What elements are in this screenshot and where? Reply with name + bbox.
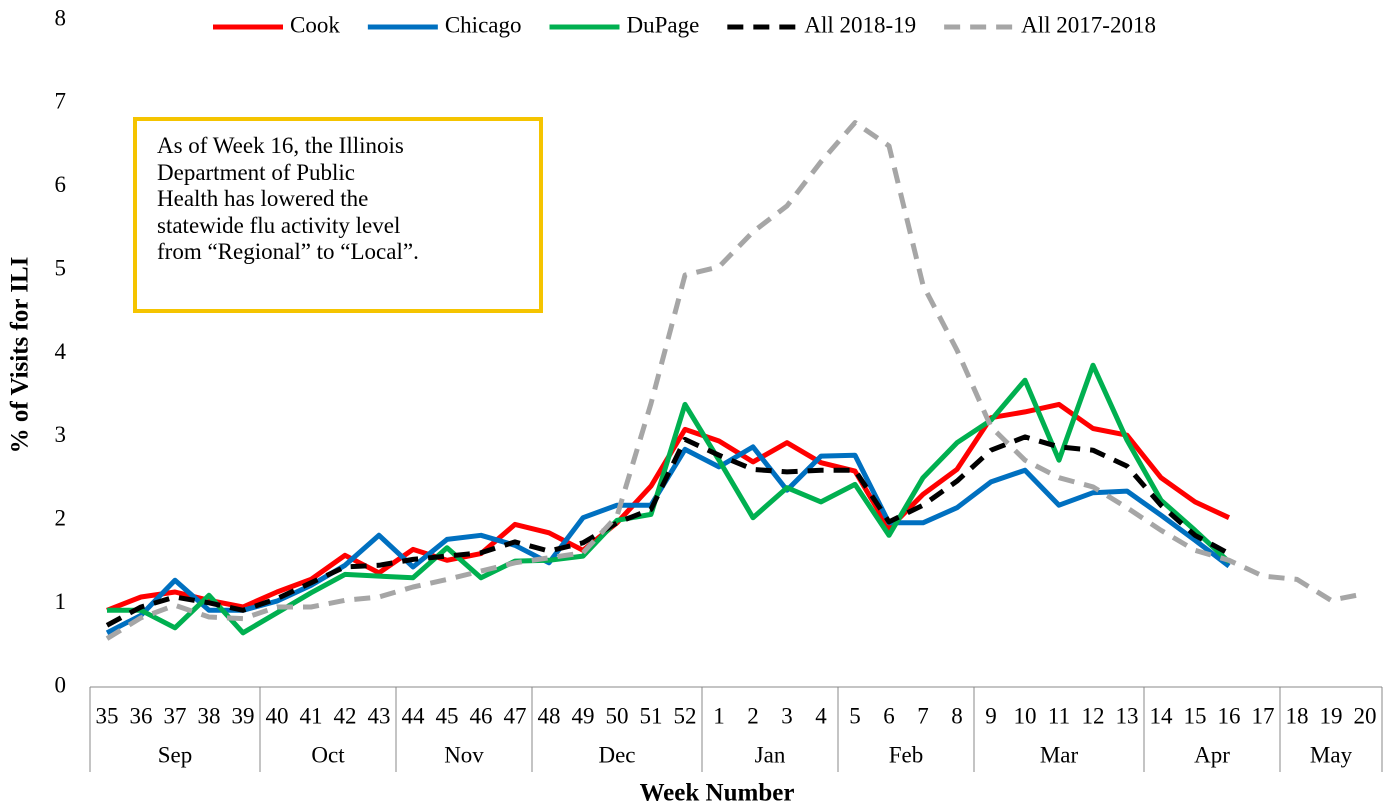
legend-label: DuPage [627,12,700,37]
x-tick-label: 44 [402,703,426,728]
series-line [105,120,1366,641]
month-label: Sep [158,742,193,767]
x-tick-label: 12 [1082,703,1105,728]
legend-label: All 2017-2018 [1021,12,1156,37]
x-tick-label: 18 [1286,703,1309,728]
y-tick-label: 0 [55,672,67,697]
x-tick-label: 7 [917,703,929,728]
x-tick-label: 40 [266,703,289,728]
x-tick-label: 48 [538,703,561,728]
annotation-line: statewide flu activity level [157,212,401,238]
y-axis-title: % of Visits for ILI [7,257,34,454]
series-line [106,401,1231,613]
x-tick-label: 20 [1354,703,1377,728]
x-tick-label: 11 [1048,703,1070,728]
x-tick-label: 38 [198,703,221,728]
x-tick-label: 36 [130,703,153,728]
x-tick-label: 2 [747,703,759,728]
month-label: Mar [1040,742,1079,767]
month-label: Dec [598,742,635,767]
annotation-line: As of Week 16, the Illinois [157,133,404,158]
month-label: Nov [444,742,484,767]
x-tick-label: 5 [849,703,861,728]
x-tick-label: 15 [1184,703,1207,728]
x-tick-label: 45 [436,703,459,728]
x-tick-label: 3 [781,703,793,728]
x-tick-label: 37 [164,703,187,728]
month-label: Feb [889,742,924,767]
x-tick-label: 41 [300,703,323,728]
series-line [105,434,1231,628]
x-tick-label: 4 [815,703,827,728]
series-line [107,362,1231,636]
x-tick-label: 47 [504,703,527,728]
x-tick-label: 1 [713,703,725,728]
x-tick-label: 8 [951,703,963,728]
y-tick-label: 3 [55,422,67,447]
annotation-line: Department of Public [157,159,356,185]
annotation-box: As of Week 16, the Illinois Department of… [133,117,543,313]
x-tick-label: 46 [470,703,493,728]
x-tick-label: 50 [606,703,629,728]
month-label: Apr [1194,742,1230,767]
y-tick-label: 2 [55,506,67,531]
y-tick-label: 7 [55,89,67,114]
x-tick-label: 42 [334,703,357,728]
x-tick-label: 6 [883,703,895,728]
y-tick-label: 4 [55,339,67,364]
y-tick-label: 8 [55,5,67,30]
x-tick-label: 19 [1320,703,1343,728]
x-axis-title: Week Number [640,780,795,807]
month-label: Oct [311,742,345,767]
x-tick-label: 51 [640,703,663,728]
x-tick-label: 43 [368,703,391,728]
month-label: May [1310,742,1353,767]
y-tick-label: 6 [55,172,67,197]
x-tick-label: 13 [1116,703,1139,728]
x-tick-label: 16 [1218,703,1241,728]
annotation-line: from “Regional” to “Local”. [157,239,419,264]
x-tick-label: 52 [674,703,697,728]
y-tick-label: 1 [55,589,67,614]
annotation-line: Health has lowered the [157,186,369,211]
x-tick-label: 39 [232,703,255,728]
x-tick-label: 49 [572,703,595,728]
x-tick-label: 9 [985,703,997,728]
legend-label: Chicago [445,12,522,37]
x-tick-label: 10 [1014,703,1037,728]
x-tick-label: 35 [96,703,119,728]
x-tick-label: 14 [1150,703,1174,728]
legend-label: Cook [290,12,340,37]
x-tick-label: 17 [1252,703,1275,728]
y-tick-label: 5 [55,255,67,280]
legend-label: All 2018-19 [804,12,916,37]
month-label: Jan [755,742,786,767]
